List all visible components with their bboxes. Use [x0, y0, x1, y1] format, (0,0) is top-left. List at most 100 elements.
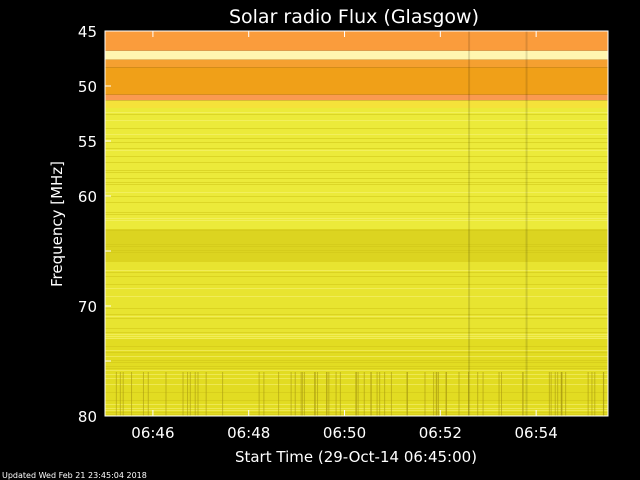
segment-seam-0 [468, 31, 471, 416]
texture-line [105, 252, 608, 253]
band-1 [105, 50, 608, 60]
spike-line [603, 372, 605, 416]
texture-line [105, 336, 608, 337]
texture-line [105, 128, 608, 129]
spike-line [498, 372, 500, 416]
spike-line [561, 372, 563, 416]
spike-line [560, 372, 562, 416]
band-2 [105, 59, 608, 68]
chart-title: Solar radio Flux (Glasgow) [229, 6, 479, 28]
texture-line [105, 350, 608, 351]
spike-line [197, 372, 199, 416]
band-3 [105, 67, 608, 95]
texture-line [105, 276, 608, 277]
texture-line [105, 218, 608, 219]
texture-line [105, 366, 608, 367]
texture-line [105, 270, 608, 271]
spike-line [445, 372, 447, 416]
spike-line [591, 372, 593, 416]
spike-line [119, 372, 121, 416]
y-axis: 45 50 55 60 70 80 [78, 23, 111, 426]
spike-line [406, 372, 408, 416]
spike-line [122, 372, 124, 416]
texture-line [105, 338, 608, 339]
texture-line [105, 202, 608, 203]
texture-line [105, 352, 608, 353]
texture-line [105, 346, 608, 347]
texture-line [105, 220, 608, 221]
spike-line [550, 372, 552, 416]
texture-line [105, 288, 608, 289]
band-4 [105, 94, 608, 101]
plot-area [104, 30, 609, 417]
spike-line [482, 372, 484, 416]
x-tick-label-4: 06:54 [515, 424, 558, 442]
texture-line [105, 138, 608, 139]
texture-line [105, 156, 608, 157]
spike-line [424, 372, 426, 416]
spike-line [222, 372, 224, 416]
spike-line [370, 372, 372, 416]
spike-line [548, 372, 550, 416]
spike-line [390, 372, 392, 416]
spike-line [594, 372, 596, 416]
x-tick-label-3: 06:52 [419, 424, 462, 442]
spike-line [258, 372, 260, 416]
texture-line [105, 162, 608, 163]
spike-line [445, 372, 447, 416]
texture-line [105, 150, 608, 151]
updated-footer: Updated Wed Feb 21 23:45:04 2018 [2, 471, 147, 480]
texture-line [105, 332, 608, 333]
texture-line [105, 172, 608, 173]
spike-line [303, 372, 305, 416]
texture-line [105, 316, 608, 317]
spike-line [376, 372, 378, 416]
texture-line [105, 212, 608, 213]
texture-line [105, 182, 608, 183]
spike-line [557, 372, 559, 416]
spike-line [436, 372, 438, 416]
texture-line [105, 360, 608, 361]
texture-line [105, 120, 608, 121]
spike-line [187, 372, 189, 416]
spike-line [278, 372, 280, 416]
plot-frame [104, 30, 609, 417]
texture-line [105, 368, 608, 369]
spike-line [115, 372, 117, 416]
spike-line [314, 372, 316, 416]
texture-line [105, 196, 608, 197]
texture-line [105, 112, 608, 113]
texture-line [105, 170, 608, 171]
spike-line [147, 372, 149, 416]
spike-line [468, 372, 470, 416]
y-tick-label-5: 70 [78, 298, 97, 316]
spike-line [300, 372, 302, 416]
spike-line [189, 372, 191, 416]
x-tick-label-1: 06:48 [227, 424, 270, 442]
spike-line [406, 372, 408, 416]
texture-line [105, 314, 608, 315]
spike-line [182, 372, 184, 416]
texture-line [105, 328, 608, 329]
texture-line [105, 148, 608, 149]
texture-line [105, 334, 608, 335]
texture-line [105, 246, 608, 247]
spike-line [263, 372, 265, 416]
texture-line [105, 134, 608, 135]
texture-line [105, 362, 608, 363]
texture-line [105, 184, 608, 185]
spike-line [565, 372, 567, 416]
x-axis: 06:46 06:48 06:50 06:52 06:54 [131, 31, 558, 442]
band-7 [105, 229, 608, 262]
spike-line [357, 372, 359, 416]
texture-line [105, 192, 608, 193]
spike-line [355, 372, 357, 416]
texture-line [105, 318, 608, 319]
texture-line [105, 230, 608, 231]
y-tick-label-2: 55 [78, 133, 97, 151]
texture-line [105, 250, 608, 251]
spike-line [477, 372, 479, 416]
spike-line [205, 372, 207, 416]
band-0 [105, 31, 608, 51]
